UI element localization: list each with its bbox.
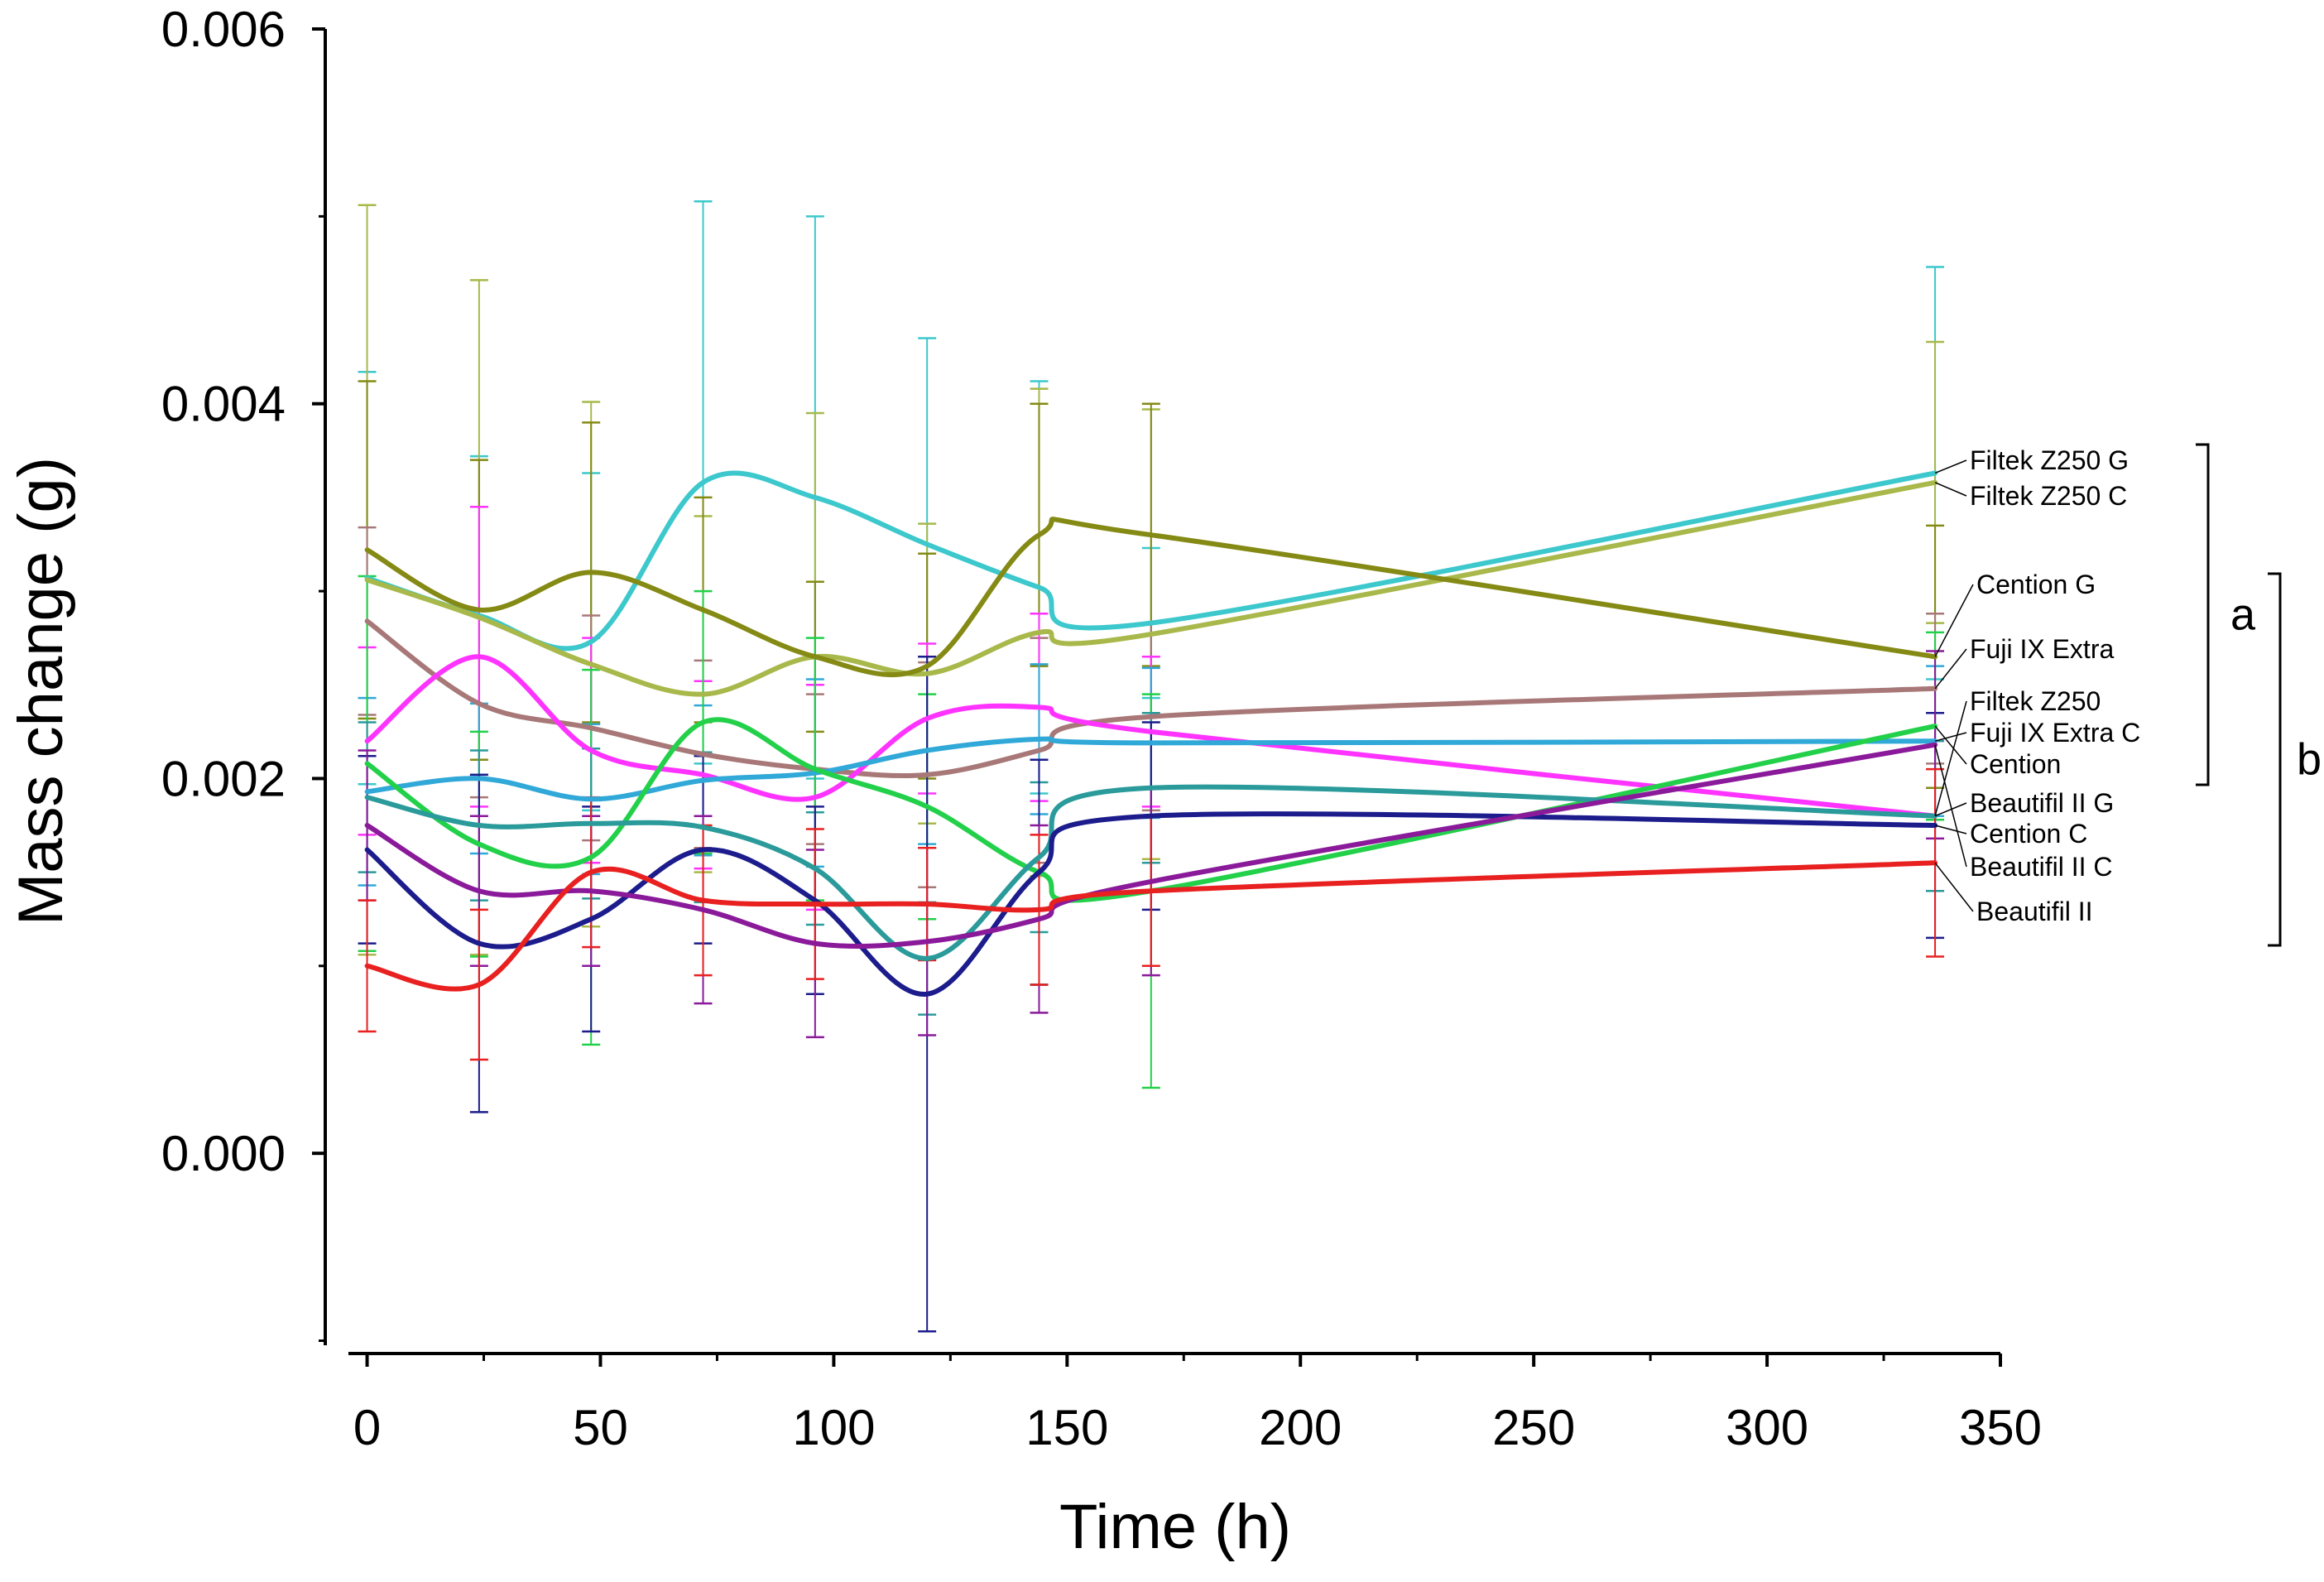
x-tick-label: 0 bbox=[353, 1400, 381, 1455]
legend-leader-line bbox=[1934, 482, 1967, 497]
legend-label-cention-c: Cention C bbox=[1970, 819, 2087, 849]
group-label: a bbox=[2230, 590, 2256, 640]
legend-label-filtek-z250: Filtek Z250 bbox=[1970, 686, 2101, 716]
legend-leader-line bbox=[1934, 648, 1967, 690]
legend-label-cention: Cention bbox=[1970, 749, 2061, 779]
series-line-beautifil-ii bbox=[364, 860, 1938, 992]
x-tick-label: 100 bbox=[792, 1400, 875, 1455]
x-tick-label: 300 bbox=[1726, 1400, 1808, 1455]
y-tick-label: 0.006 bbox=[161, 2, 286, 57]
y-tick-label: 0.000 bbox=[161, 1126, 286, 1181]
y-axis-title: Mass change (g) bbox=[6, 457, 76, 926]
legend-leader-line bbox=[1934, 862, 1974, 912]
bracket-line bbox=[2268, 572, 2282, 947]
x-axis-title: Time (h) bbox=[1059, 1492, 1291, 1562]
legend-label-filtek-z250-g: Filtek Z250 G bbox=[1970, 445, 2129, 475]
series-line-filtek-z250 bbox=[364, 654, 1938, 819]
legend-leader-line bbox=[1934, 802, 1967, 817]
legend-leader-line bbox=[1934, 725, 1967, 765]
series-line-cention-g bbox=[364, 517, 1938, 678]
x-tick-label: 50 bbox=[573, 1400, 628, 1455]
x-tick-label: 200 bbox=[1259, 1400, 1342, 1455]
y-ticks: 0.000 0.002 0.004 0.006 bbox=[161, 2, 325, 1343]
y-tick-label: 0.004 bbox=[161, 377, 286, 432]
x-tick-label: 350 bbox=[1959, 1400, 2042, 1455]
bracket-line bbox=[2196, 443, 2210, 786]
group-brackets: ab bbox=[2196, 443, 2322, 947]
legend-label-beautifil-ii-c: Beautifil II C bbox=[1970, 852, 2113, 882]
y-tick-label: 0.002 bbox=[161, 751, 286, 806]
series-line-filtek-z250-c bbox=[364, 479, 1938, 697]
legend-label-fuji-ix-extra: Fuji IX Extra bbox=[1970, 634, 2114, 664]
legend-leader-line bbox=[1934, 732, 1967, 742]
legend-label-beautifil-ii-g: Beautifil II G bbox=[1970, 788, 2114, 818]
legend-leader-line bbox=[1934, 584, 1974, 657]
legend-label-cention-g: Cention G bbox=[1976, 570, 2096, 599]
series-line-fuji-ix-extra bbox=[364, 618, 1938, 779]
group-bracket-a: a bbox=[2196, 443, 2256, 786]
legend-label-beautifil-ii: Beautifil II bbox=[1976, 897, 2093, 926]
series-line-fuji-ix-extra-c bbox=[364, 736, 1938, 802]
group-bracket-b: b bbox=[2268, 572, 2322, 947]
series-line-beautifil-ii-c bbox=[364, 742, 1938, 950]
series-lines bbox=[364, 470, 1938, 997]
series-line-cention bbox=[364, 717, 1938, 903]
legend-label-fuji-ix-extra-c: Fuji IX Extra C bbox=[1970, 718, 2140, 748]
legend-leader-line bbox=[1934, 744, 1967, 868]
legend: Filtek Z250 G Filtek Z250 C Cention G Fuji … bbox=[1934, 445, 2140, 926]
error-bars bbox=[358, 200, 1945, 1333]
x-ticks: 0 50 100 150 200 250 300 350 bbox=[353, 1354, 2042, 1455]
series-line-filtek-z250-g bbox=[364, 470, 1938, 652]
series-line-cention-c bbox=[364, 811, 1938, 997]
x-tick-label: 250 bbox=[1492, 1400, 1575, 1455]
x-tick-label: 150 bbox=[1025, 1400, 1108, 1455]
legend-leader-line bbox=[1934, 825, 1967, 834]
series-line-beautifil-ii-g bbox=[364, 784, 1938, 961]
legend-leader-line bbox=[1934, 700, 1967, 816]
axes bbox=[324, 29, 2000, 1355]
legend-leader-line bbox=[1934, 459, 1967, 474]
group-label: b bbox=[2297, 735, 2322, 785]
legend-label-filtek-z250-c: Filtek Z250 C bbox=[1970, 481, 2127, 511]
